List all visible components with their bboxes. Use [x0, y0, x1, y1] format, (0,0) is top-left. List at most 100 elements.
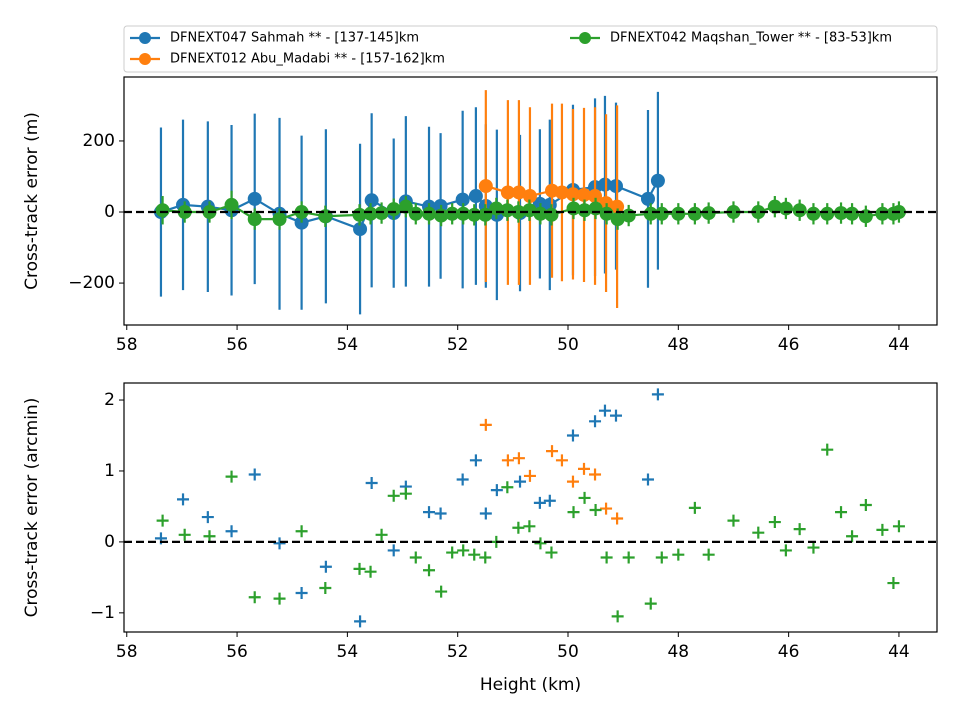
marker [523, 469, 536, 482]
marker [386, 202, 401, 217]
marker [643, 206, 658, 221]
marker [501, 481, 514, 494]
marker [876, 523, 889, 536]
y-tick-label: 2 [104, 390, 115, 410]
marker [294, 205, 309, 220]
marker [546, 445, 559, 458]
marker [589, 503, 602, 516]
marker [501, 454, 514, 467]
marker [597, 177, 612, 192]
marker [511, 205, 526, 220]
marker [512, 521, 525, 534]
x-tick-label: 48 [667, 335, 689, 355]
marker [319, 582, 332, 595]
marker [422, 206, 437, 221]
marker [701, 206, 716, 221]
plot-area [154, 388, 905, 628]
legend-marker [139, 32, 151, 44]
marker [611, 610, 624, 623]
marker [177, 493, 190, 506]
marker [479, 418, 492, 431]
marker [455, 192, 470, 207]
plot-area [153, 90, 906, 315]
marker [727, 514, 740, 527]
marker [589, 415, 602, 428]
x-tick-label: 44 [888, 642, 910, 662]
marker [793, 523, 806, 536]
marker [588, 189, 603, 204]
marker [566, 429, 579, 442]
marker [514, 475, 527, 488]
marker [247, 191, 262, 206]
marker [609, 409, 622, 422]
marker [641, 473, 654, 486]
marker [655, 551, 668, 564]
marker [295, 586, 308, 599]
marker [435, 585, 448, 598]
marker [522, 189, 537, 204]
marker [845, 206, 860, 221]
marker [468, 189, 483, 204]
marker [608, 179, 623, 194]
marker [457, 544, 470, 557]
marker [611, 512, 624, 525]
marker [554, 185, 569, 200]
y-tick-label: 200 [83, 131, 115, 151]
marker [555, 454, 568, 467]
marker [500, 203, 515, 218]
marker [363, 206, 378, 221]
marker [248, 591, 261, 604]
marker [247, 212, 262, 227]
marker [178, 528, 191, 541]
marker [319, 560, 332, 573]
legend-marker [139, 53, 151, 65]
x-tick-label: 58 [116, 642, 138, 662]
marker [650, 173, 665, 188]
x-tick-label: 58 [116, 335, 138, 355]
x-tick-label: 44 [888, 335, 910, 355]
x-tick-label: 54 [337, 642, 359, 662]
marker [792, 203, 807, 218]
marker [671, 206, 686, 221]
y-tick-label: −200 [68, 273, 115, 293]
marker [533, 496, 546, 509]
marker [468, 548, 481, 561]
y-axis-label: Cross-track error (arcmin) [22, 398, 42, 618]
marker [155, 203, 170, 218]
marker [273, 537, 286, 550]
marker [846, 530, 859, 543]
marker [272, 212, 287, 227]
marker [225, 525, 238, 538]
legend-label: DFNEXT012 Abu_Madabi ** - [157-162]km [170, 52, 445, 67]
x-axis-label: Height (km) [480, 675, 581, 695]
marker [600, 551, 613, 564]
marker [490, 484, 503, 497]
marker [807, 541, 820, 554]
x-tick-label: 52 [447, 335, 469, 355]
marker [224, 197, 239, 212]
marker [887, 577, 900, 590]
axes-frame [123, 382, 938, 633]
legend-box [123, 25, 938, 73]
x-tick-label: 46 [778, 642, 800, 662]
x-tick-label: 50 [557, 335, 579, 355]
marker [479, 507, 492, 520]
marker [156, 514, 169, 527]
marker [456, 473, 469, 486]
marker [702, 548, 715, 561]
marker [654, 206, 669, 221]
marker [398, 199, 413, 214]
marker [387, 489, 400, 502]
x-tick-label: 52 [447, 642, 469, 662]
marker [767, 199, 782, 214]
marker [408, 206, 423, 221]
marker [600, 502, 613, 515]
marker [768, 516, 781, 529]
y-tick-label: 0 [104, 532, 115, 552]
marker [500, 185, 515, 200]
marker [621, 208, 636, 223]
marker [354, 615, 367, 628]
marker [295, 525, 308, 538]
marker [543, 494, 556, 507]
